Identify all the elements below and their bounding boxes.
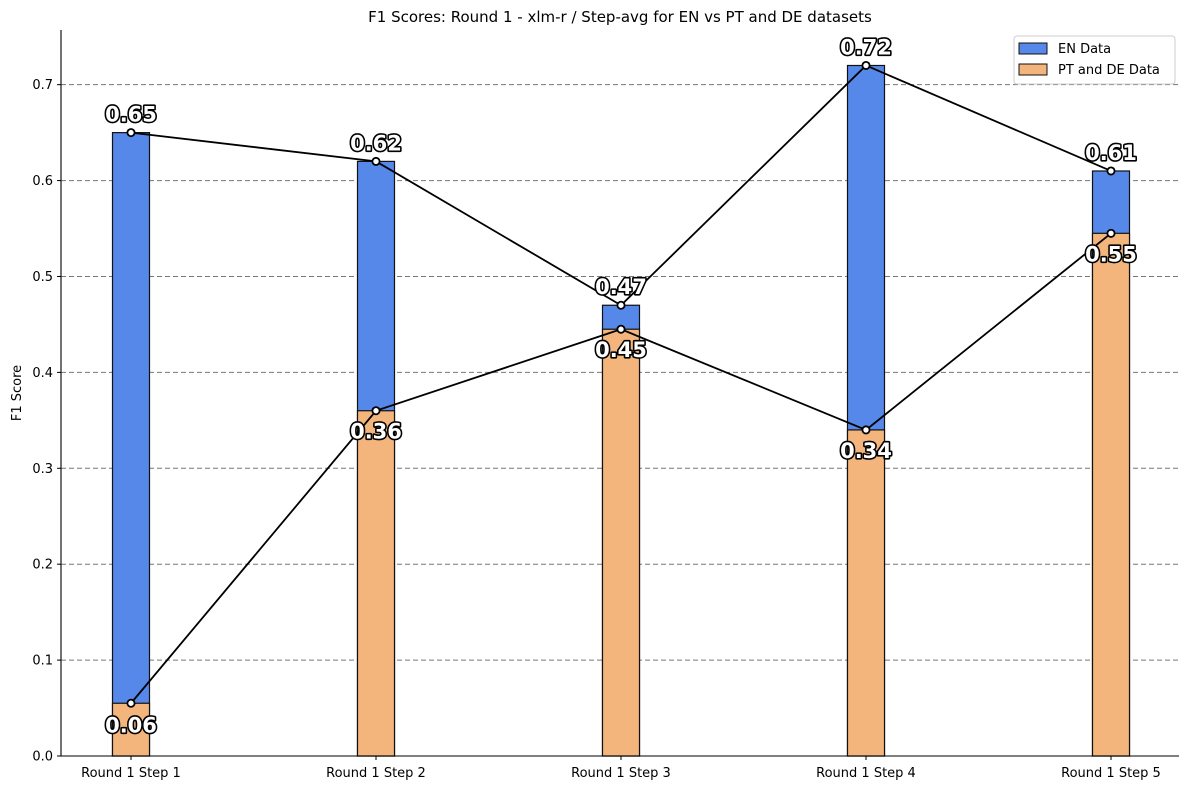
data-label-pt-de-3: 0.45 xyxy=(595,338,647,362)
y-tick-label: 0.7 xyxy=(32,78,53,93)
data-points xyxy=(126,60,1116,708)
y-tick-label: 0.3 xyxy=(32,462,53,477)
axes xyxy=(57,30,1179,760)
data-point-en-1 xyxy=(126,128,136,138)
y-tick-label: 0.6 xyxy=(32,174,53,189)
data-point-en-3 xyxy=(616,300,626,310)
data-label-en-5: 0.61 xyxy=(1085,141,1137,165)
data-label-pt-de-2: 0.36 xyxy=(350,420,402,444)
data-point-pt-de-1 xyxy=(126,698,136,708)
y-tick-label: 0.0 xyxy=(32,750,53,765)
data-label-pt-de-1: 0.06 xyxy=(105,713,157,737)
bar-pt-de-2 xyxy=(356,410,396,757)
tick-labels: 0.0 0.1 0.2 0.3 0.4 0.5 0.6 0.7 Round 1 Step 1 Ro… xyxy=(32,78,1161,781)
data-point-en-2 xyxy=(371,156,381,166)
bar-pt-de-3 xyxy=(601,328,641,757)
x-tick-label: Round 1 Step 3 xyxy=(571,766,671,781)
series-line-en xyxy=(130,64,1112,307)
legend-swatch-pt-de xyxy=(1018,63,1048,76)
data-label-en-2: 0.62 xyxy=(350,131,402,155)
x-tick-label: Round 1 Step 2 xyxy=(326,766,426,781)
legend-swatch-en xyxy=(1018,42,1048,55)
data-label-pt-de-4: 0.34 xyxy=(840,439,892,463)
y-tick-label: 0.5 xyxy=(32,270,53,285)
data-label-en-3: 0.47 xyxy=(595,275,647,299)
legend-label-en: EN Data xyxy=(1058,42,1111,57)
legend-label-pt-de: PT and DE Data xyxy=(1058,63,1160,78)
data-label-en-4: 0.72 xyxy=(840,35,892,59)
x-tick-label: Round 1 Step 1 xyxy=(81,766,181,781)
data-label-pt-de-5: 0.55 xyxy=(1085,242,1137,266)
bar-en-1 xyxy=(111,132,151,757)
data-label-en-1: 0.65 xyxy=(105,103,157,127)
y-axis-label: F1 Score xyxy=(10,365,25,421)
legend-box xyxy=(1013,35,1176,85)
data-point-en-4 xyxy=(861,60,871,70)
data-point-en-5 xyxy=(1106,166,1116,176)
legend: EN Data PT and DE Data xyxy=(1013,35,1176,85)
data-point-pt-de-2 xyxy=(371,406,381,416)
data-point-pt-de-5 xyxy=(1106,228,1116,238)
y-tick-label: 0.1 xyxy=(32,654,53,669)
data-labels: 0.65 0.62 0.47 0.72 0.61 0.06 0.36 0.45 0.34 0.55 xyxy=(103,34,1138,739)
data-point-pt-de-3 xyxy=(616,324,626,334)
bars xyxy=(111,64,1131,757)
bar-pt-de-4 xyxy=(846,429,886,757)
y-tick-label: 0.4 xyxy=(32,366,53,381)
chart-title: F1 Scores: Round 1 - xlm-r / Step-avg fo… xyxy=(368,8,872,26)
x-tick-label: Round 1 Step 5 xyxy=(1061,766,1161,781)
y-tick-label: 0.2 xyxy=(32,558,53,573)
x-tick-label: Round 1 Step 4 xyxy=(816,766,916,781)
data-point-pt-de-4 xyxy=(861,425,871,435)
bar-pt-de-5 xyxy=(1091,232,1131,757)
